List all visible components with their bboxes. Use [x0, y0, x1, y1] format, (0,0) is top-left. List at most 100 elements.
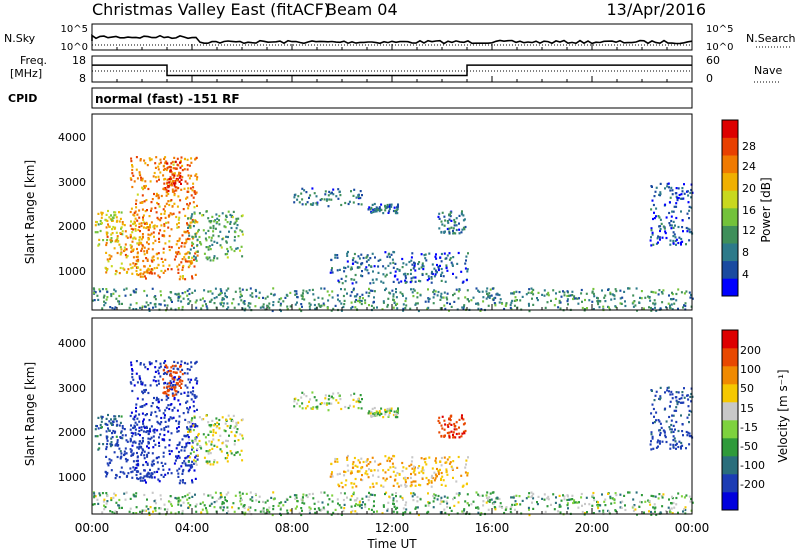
velocity-echo-r9-506 — [682, 510, 684, 513]
power-echo-r10-27 — [657, 215, 660, 218]
velocity-echo-r10-72 — [668, 426, 671, 429]
velocity-echo-r2-416 — [169, 380, 172, 383]
velocity-echo-r5-24 — [324, 394, 327, 397]
power-echo-r2-257 — [139, 275, 142, 278]
velocity-echo-r9-568 — [279, 508, 282, 511]
power-echo-r2-331 — [141, 194, 144, 197]
power-echo-r9-681 — [597, 299, 600, 303]
power-echo-r2-358 — [186, 230, 189, 233]
velocity-echo-r2-134 — [161, 464, 164, 468]
power-echo-r1-139 — [129, 244, 132, 247]
power-echo-r9-699 — [258, 291, 261, 294]
velocity-echo-r10-99 — [672, 435, 675, 438]
power-echo-r2-391 — [149, 271, 152, 274]
power-echo-r6-44 — [375, 209, 377, 212]
power-echo-r2-194 — [151, 198, 154, 201]
power-echo-r2-39 — [163, 157, 166, 160]
power-echo-r10-71 — [659, 218, 662, 221]
power-echo-r9-683 — [530, 287, 533, 290]
velocity-echo-r9-608 — [300, 513, 303, 517]
velocity-echo-r8-168 — [343, 470, 345, 473]
power-echo-r2-429 — [130, 207, 133, 210]
power-echo-r2-353 — [178, 173, 180, 176]
power-echo-r10-100 — [671, 210, 674, 213]
power-echo-r8-84 — [331, 267, 333, 270]
velocity-echo-r4-45 — [216, 421, 219, 424]
velocity-echo-r9-27 — [170, 503, 173, 506]
power-echo-r8-75 — [418, 261, 421, 264]
velocity-echo-r9-220 — [232, 502, 235, 505]
velocity-echo-r0-4 — [121, 427, 124, 430]
velocity-echo-r8-217 — [346, 458, 349, 461]
power-echo-r1-95 — [105, 251, 108, 254]
power-echo-r9-335 — [658, 289, 661, 292]
velocity-echo-r9-498 — [475, 491, 478, 494]
power-echo-r9-537 — [584, 298, 586, 302]
power-echo-r1-67 — [154, 239, 157, 242]
velocity-echo-r9-630 — [243, 506, 246, 510]
power-echo-r9-679 — [221, 298, 224, 301]
velocity-echo-r9-631 — [537, 495, 540, 498]
power-echo-r2-405 — [177, 226, 180, 229]
velocity-echo-r8-96 — [464, 466, 467, 469]
power-echo-r9-326 — [404, 307, 407, 310]
power-echo-r6-10 — [378, 210, 381, 213]
power-echo-r4-54 — [224, 218, 227, 221]
power-echo-r9-12 — [239, 293, 242, 296]
power-echo-r9-183 — [662, 289, 665, 292]
power-echo-r4-41 — [202, 229, 205, 232]
x-tick-2000: 20:00 — [575, 521, 610, 535]
power-echo-r2-419 — [162, 168, 165, 171]
power-echo-r9-490 — [504, 304, 507, 307]
power-echo-r8-105 — [422, 265, 425, 268]
velocity-echo-r2-209 — [157, 422, 160, 425]
velocity-echo-r6-24 — [394, 416, 397, 419]
velocity-echo-r9-250 — [563, 495, 566, 498]
velocity-echo-r2-436 — [156, 470, 159, 473]
power-echo-r2-371 — [149, 223, 151, 226]
power-echo-r9-305 — [312, 293, 315, 296]
velocity-echo-r9-2 — [336, 498, 339, 501]
power-echo-r2-7 — [180, 188, 183, 191]
power-echo-r8-201 — [367, 272, 370, 275]
velocity-echo-r7-59 — [452, 435, 455, 439]
velocity-echo-r4-89 — [206, 462, 209, 465]
velocity-echo-r7-8 — [437, 419, 440, 422]
velocity-echo-r9-404 — [624, 508, 627, 512]
cpid-label: CPID — [8, 92, 37, 105]
power-echo-r2-436 — [156, 266, 159, 269]
velocity-echo-r9-17 — [415, 506, 418, 509]
power-echo-r8-218 — [358, 266, 361, 269]
power-echo-r8-129 — [340, 277, 343, 280]
power-echo-r0-12 — [115, 216, 118, 219]
velocity-echo-r10-38 — [655, 446, 658, 449]
velocity-echo-r8-106 — [404, 481, 407, 484]
velocity-echo-r1-128 — [105, 475, 108, 478]
power-echo-r9-83 — [591, 300, 594, 303]
velocity-echo-r9-585 — [148, 511, 151, 514]
power-echo-r10-60 — [687, 201, 690, 204]
velocity-echo-r4-73 — [193, 416, 196, 419]
power-echo-r2-291 — [155, 253, 158, 256]
power-echo-r9-140 — [353, 295, 356, 298]
velocity-echo-r9-529 — [575, 501, 577, 504]
velocity-echo-r2-251 — [147, 446, 150, 450]
power-echo-r0-4 — [121, 223, 124, 226]
power-echo-r2-394 — [168, 240, 171, 243]
velocity-echo-r2-258 — [146, 445, 148, 448]
power-echo-r9-540 — [355, 295, 358, 298]
velocity-echo-r2-419 — [162, 372, 165, 375]
power-echo-r9-543 — [509, 306, 512, 309]
velocity-echo-r8-177 — [445, 470, 448, 474]
power-echo-r2-270 — [138, 173, 141, 176]
velocity-echo-r9-495 — [302, 493, 305, 496]
power-echo-r9-488 — [227, 287, 230, 290]
vel-cb-swatch-3 — [722, 438, 738, 457]
power-echo-r3-52 — [181, 175, 184, 179]
velocity-echo-r2-33 — [190, 378, 193, 381]
velocity-echo-r2-412 — [176, 430, 179, 433]
power-cb-swatch-7 — [722, 155, 738, 174]
velocity-echo-r10-79 — [675, 406, 678, 409]
power-echo-r6-52 — [368, 206, 371, 209]
power-echo-r10-73 — [655, 215, 657, 218]
